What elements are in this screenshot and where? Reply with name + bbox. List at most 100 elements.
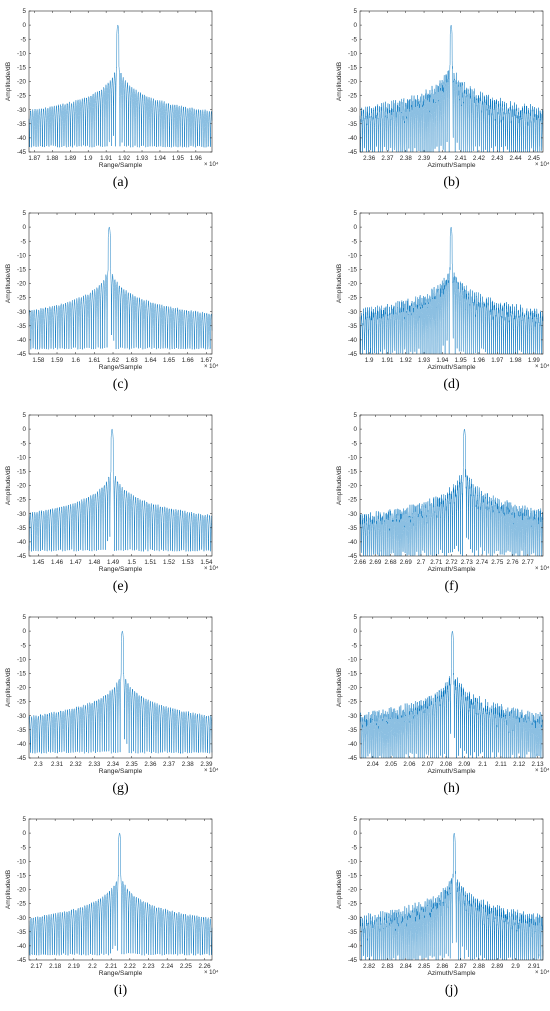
x-tick-label: 1.92 <box>118 155 131 162</box>
y-tick-label: -20 <box>348 483 358 490</box>
x-tick-label: 1.53 <box>182 559 195 566</box>
x-tick-label: 2.25 <box>180 963 193 970</box>
series-line <box>28 226 213 350</box>
x-exponent-label: × 10⁴ <box>204 767 219 774</box>
y-tick-label: -20 <box>17 685 27 692</box>
x-exponent-label: × 10⁴ <box>204 969 219 976</box>
x-tick-label: 2.2 <box>88 963 97 970</box>
y-tick-label: -10 <box>348 858 358 865</box>
y-tick-label: 5 <box>23 8 27 15</box>
panel-caption: (f) <box>445 579 459 594</box>
x-tick-label: 1.93 <box>418 357 431 364</box>
y-tick-label: -45 <box>348 957 358 964</box>
y-tick-label: -30 <box>17 309 27 316</box>
x-tick-label: 2.34 <box>107 761 120 768</box>
y-tick-label: -40 <box>348 943 358 950</box>
x-tick-label: 2.31 <box>51 761 64 768</box>
chart-panel-9: 5 0 -5 -10 -15 -20 -25 -30 -35 -40 -452.17 2.18 2.19… <box>5 816 219 998</box>
x-tick-label: 2.06 <box>403 761 416 768</box>
y-tick-label: -35 <box>348 525 358 532</box>
y-tick-label: -20 <box>17 79 27 86</box>
x-tick-label: 2.21 <box>105 963 118 970</box>
panel-caption: (a) <box>113 175 129 190</box>
x-tick-label: 2.33 <box>88 761 101 768</box>
y-tick-label: -25 <box>348 93 358 100</box>
y-tick-label: -45 <box>17 755 27 762</box>
y-tick-label: -45 <box>348 351 358 358</box>
chart-panel-1: 5 0 -5 -10 -15 -20 -25 -30 -35 -40 -451.87 1.88 1.89… <box>5 8 219 190</box>
x-tick-label: 2.35 <box>126 761 139 768</box>
y-tick-label: 5 <box>23 210 27 217</box>
x-axis-label: Range/Sample <box>99 364 143 371</box>
y-tick-label: -25 <box>17 295 27 302</box>
y-tick-label: -40 <box>17 135 27 142</box>
x-axis-label: Range/Sample <box>99 566 143 573</box>
y-tick-label: -5 <box>20 238 26 245</box>
y-tick-label: -40 <box>17 337 27 344</box>
y-tick-label: -20 <box>348 281 358 288</box>
y-tick-label: -35 <box>17 121 27 128</box>
y-axis-label: Amplitude/dB <box>5 869 12 909</box>
chart-panel-7: 5 0 -5 -10 -15 -20 -25 -30 -35 -40 -45 2.3 2.31 2.32 2… <box>5 614 219 796</box>
y-tick-label: -10 <box>348 252 358 259</box>
x-exponent-label: × 10⁴ <box>535 565 550 572</box>
x-axis-label: Azimuth/Sample <box>427 768 475 775</box>
y-tick-label: -35 <box>348 929 358 936</box>
x-tick-label: 2.1 <box>478 761 487 768</box>
y-tick-label: 5 <box>354 614 358 621</box>
y-tick-label: -45 <box>348 755 358 762</box>
x-tick-label: 2.88 <box>473 963 486 970</box>
x-axis-label: Range/Sample <box>99 768 143 775</box>
x-tick-label: 1.65 <box>163 357 176 364</box>
x-tick-label: 2.32 <box>70 761 83 768</box>
y-tick-label: -5 <box>351 36 357 43</box>
chart-panel-5: 5 0 -5 -10 -15 -20 -25 -30 -35 -40 -45 1.45 1.46 1.47… <box>5 412 219 594</box>
y-tick-label: -30 <box>348 915 358 922</box>
y-tick-label: -30 <box>348 713 358 720</box>
y-tick-label: -15 <box>348 671 358 678</box>
x-tick-label: 2.9 <box>511 963 520 970</box>
y-tick-label: -30 <box>17 107 27 114</box>
y-tick-label: -35 <box>17 525 27 532</box>
x-exponent-label: × 10⁴ <box>535 969 550 976</box>
x-tick-label: 1.95 <box>455 357 468 364</box>
x-tick-label: 2.7 <box>417 559 426 566</box>
y-tick-label: -45 <box>348 149 358 156</box>
y-tick-label: -15 <box>348 267 358 274</box>
x-tick-label: 2.42 <box>473 155 486 162</box>
x-tick-label: 2.12 <box>513 761 526 768</box>
x-tick-label: 2.89 <box>491 963 504 970</box>
y-axis-label: Amplitude/dB <box>5 667 12 707</box>
chart-panel-10: 5 0 -5 -10 -15 -20 -25 -30 -35 -40 -45 2.82 2.83 2.84… <box>336 816 550 998</box>
y-tick-label: -30 <box>348 309 358 316</box>
x-exponent-label: × 10⁴ <box>535 767 550 774</box>
x-tick-label: 2.39 <box>200 761 213 768</box>
panel-caption: (i) <box>114 983 128 998</box>
y-tick-label: 5 <box>23 614 27 621</box>
x-axis-label: Azimuth/Sample <box>427 566 475 573</box>
x-tick-label: 2.83 <box>381 963 394 970</box>
x-tick-label: 1.88 <box>46 155 59 162</box>
x-tick-label: 2.69 <box>400 559 413 566</box>
x-tick-label: 2.91 <box>528 963 541 970</box>
y-tick-label: -15 <box>17 671 27 678</box>
y-tick-label: -10 <box>348 454 358 461</box>
x-tick-label: 2.38 <box>400 155 413 162</box>
chart-panel-2: 5 0 -5 -10 -15 -20 -25 -30 -35 -40 -45 2.36 2.37 2.38… <box>336 8 550 190</box>
y-axis-label: Amplitude/dB <box>336 61 343 101</box>
x-tick-label: 1.93 <box>136 155 149 162</box>
chart-panel-4: 5 0 -5 -10 -15 -20 -25 -30 -35 -40 -45 1.9 1.91 1.92 1… <box>336 210 550 392</box>
y-tick-label: -35 <box>17 323 27 330</box>
y-tick-label: -35 <box>348 121 358 128</box>
y-tick-label: 0 <box>23 628 27 635</box>
y-tick-label: -40 <box>348 135 358 142</box>
x-tick-label: 1.9 <box>365 357 374 364</box>
x-tick-label: 2.17 <box>30 963 43 970</box>
x-exponent-label: × 10⁴ <box>204 161 219 168</box>
x-tick-label: 2.43 <box>491 155 504 162</box>
y-tick-label: -5 <box>20 844 26 851</box>
x-tick-label: 2.23 <box>142 963 155 970</box>
y-tick-label: -40 <box>17 943 27 950</box>
x-axis-label: Range/Sample <box>99 970 143 977</box>
